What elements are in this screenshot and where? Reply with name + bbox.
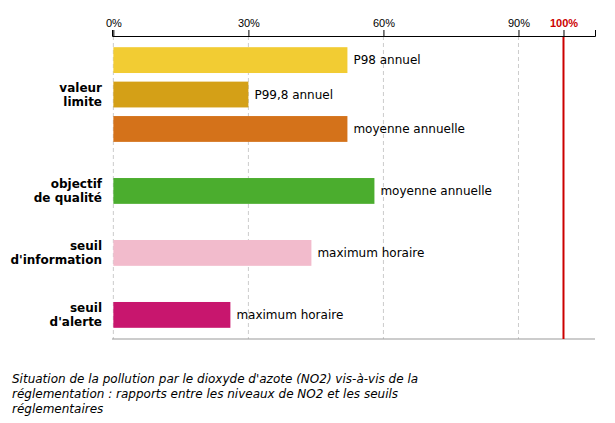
group-label: objectifde qualité [34,177,103,205]
caption: Situation de la pollution par le dioxyde… [12,372,418,416]
group-label: seuild'alerte [50,301,102,329]
tick-label: 100% [550,17,578,29]
group-labels: valeurlimite objectifde qualité seuild'inf… [10,81,102,329]
grid-line [518,36,519,339]
tick-label: 60% [373,17,395,29]
bar [113,116,347,142]
tick: 90% [508,17,530,36]
tick-label: 0% [106,17,122,29]
bar [113,82,248,108]
bar [113,178,374,204]
group-label: seuild'information [10,239,102,267]
tick-label: 30% [238,17,260,29]
plot: P98 annuel P99,8 annuel moyenne annuelle mo… [10,17,595,339]
x-axis: 0% 30% 60% 90% 100% [106,17,596,37]
bar-label: maximum horaire [317,246,424,260]
bar-label: maximum horaire [236,308,343,322]
bar [113,240,311,266]
grid-line [563,36,564,339]
tick: 100% [550,17,578,36]
tick-mark [518,30,519,36]
bar-labels: P98 annuel P99,8 annuel moyenne annuelle mo… [236,53,492,322]
tick-label: 90% [508,17,530,29]
tick: 0% [106,17,122,36]
axis-line [113,30,596,37]
tick: 30% [238,17,260,36]
reference-line [562,36,564,339]
frame-bottom [112,339,595,340]
tick-mark [563,30,564,36]
bar-label: P98 annuel [353,53,420,67]
bar [113,47,347,73]
bar-label: P99,8 annuel [254,88,333,102]
grid [113,36,563,339]
tick-mark [383,30,384,36]
bar-label: moyenne annuelle [353,122,465,136]
group-label: valeurlimite [59,81,102,109]
bars [113,47,374,328]
bar-label: moyenne annuelle [380,184,492,198]
tick: 60% [373,17,395,36]
chart: P98 annuel P99,8 annuel moyenne annuelle mo… [0,0,615,423]
tick-mark [113,30,114,36]
tick-mark [248,30,249,36]
bar [113,302,230,328]
reference-lines [563,36,564,339]
